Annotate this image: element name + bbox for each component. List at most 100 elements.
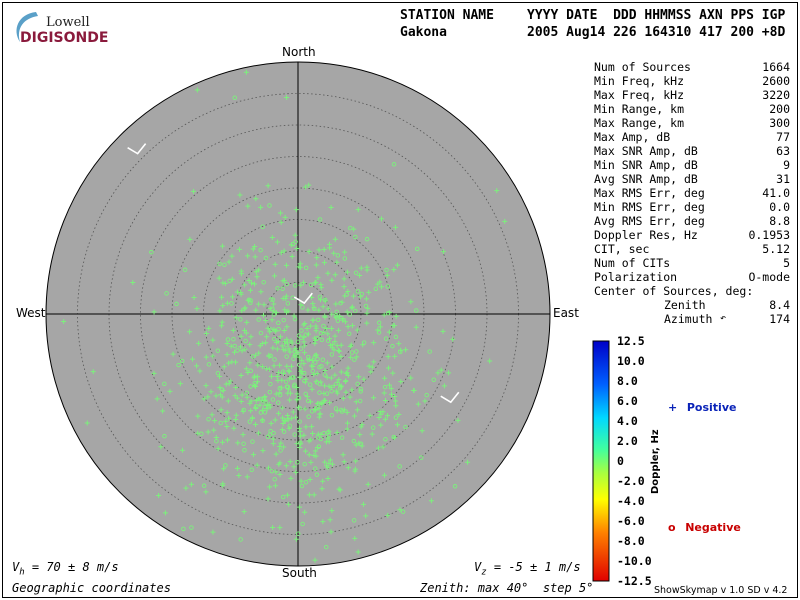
source-point [345,465,351,471]
source-point [378,284,384,290]
source-point [283,262,289,268]
source-point [288,475,294,481]
source-point [272,483,278,489]
source-point [329,345,335,351]
source-point [381,312,387,318]
source-point [259,340,265,346]
source-point [217,385,223,391]
stat-label: Min SNR Amp, dB [594,158,698,172]
source-point [441,383,447,389]
software-credit: ShowSkymap v 1.0 SD v 4.2 [654,585,788,596]
source-point [367,413,373,419]
source-point [386,365,392,371]
source-point [269,235,275,241]
source-point [334,315,339,320]
source-point [382,375,388,381]
source-point [273,310,279,316]
source-point [321,430,327,436]
source-point [283,463,289,469]
source-point [289,415,295,421]
source-point [220,439,226,445]
source-point [280,286,285,292]
source-point [295,339,301,345]
vh-readout: Vh = 70 ± 8 m/s [12,560,119,578]
source-point [332,339,338,345]
source-point [325,475,331,481]
source-point [298,366,303,372]
source-point [336,327,342,333]
source-point [321,390,327,396]
source-point [389,391,395,397]
source-point [390,370,396,376]
source-point [248,368,254,374]
source-point [385,413,391,419]
source-point [195,430,201,436]
source-point [246,297,252,303]
source-point [313,453,319,459]
source-point [254,374,260,380]
source-point [312,557,318,563]
source-point [305,307,311,313]
source-point [344,309,350,315]
source-point [256,267,262,273]
source-point [245,253,251,259]
source-point [241,327,247,333]
source-point [287,349,293,355]
source-point [336,348,342,354]
source-point [326,439,332,445]
source-point [233,412,239,418]
source-point [314,370,320,376]
source-point [295,459,300,465]
source-point [338,353,344,359]
source-point [238,372,244,378]
source-point [252,254,258,260]
source-point [220,303,226,309]
source-point [334,430,340,436]
source-point [272,477,277,482]
source-point [242,282,248,288]
source-point [316,247,322,253]
source-point [247,342,253,348]
source-point [371,340,377,346]
source-point [358,294,364,300]
source-point [265,183,271,189]
source-point [284,363,290,369]
source-point [387,382,393,388]
source-point [182,267,188,273]
source-point [263,340,269,346]
source-point [371,359,377,365]
source-point [276,410,282,416]
source-point [309,363,315,369]
source-point [335,253,341,258]
source-point [308,399,314,405]
source-point [317,217,323,222]
source-point [279,343,285,349]
logo-swoosh-icon [16,12,38,42]
stat-label: Min Range, km [594,102,685,116]
source-point [255,362,261,368]
source-point [383,336,389,341]
source-point [278,440,284,446]
source-point [281,317,286,323]
source-point [238,399,244,405]
source-point [243,338,248,344]
source-point [285,308,291,314]
stat-label: Avg SNR Amp, dB [594,172,698,186]
source-point [284,94,290,100]
positive-marker-icon: + [668,401,678,414]
source-point [310,368,316,374]
source-point [411,387,417,393]
source-point [320,357,326,363]
source-point [326,460,332,466]
source-point [393,415,399,420]
source-point [375,327,381,333]
velocity-vector [127,143,147,155]
source-point [239,348,245,354]
zenith-scale-label: Zenith: max 40° step 5° [420,581,594,595]
source-point [336,377,342,383]
source-point [364,310,370,316]
source-point [248,398,254,404]
source-point [369,364,375,370]
source-point [181,526,186,532]
velocity-vector [293,292,313,305]
